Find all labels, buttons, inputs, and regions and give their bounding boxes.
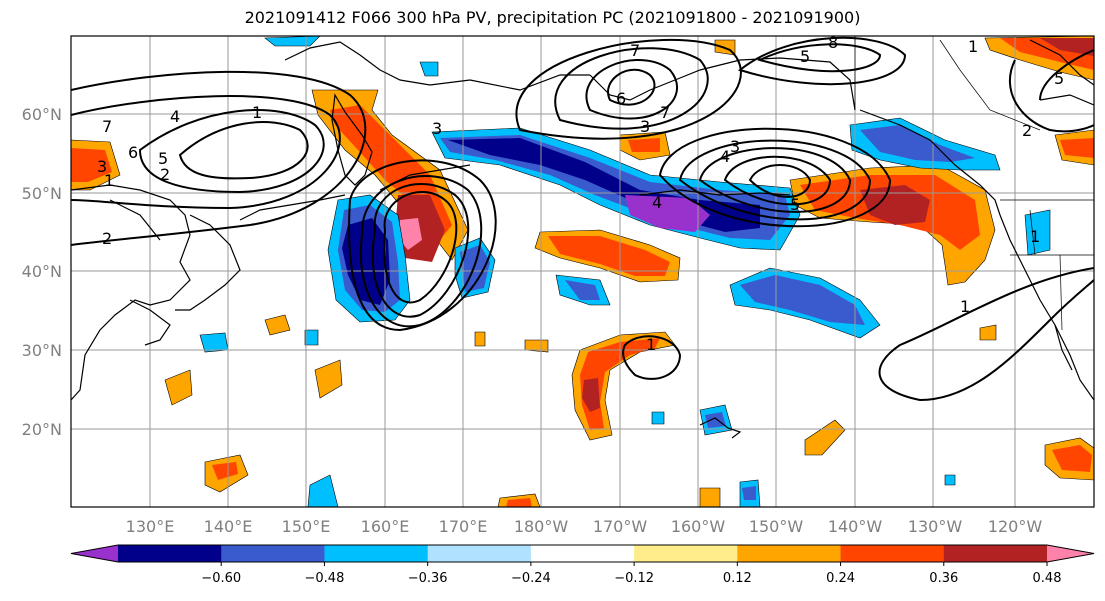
lon-label: 150°W <box>749 517 804 536</box>
map-frame <box>70 35 1095 508</box>
longitude-labels: 130°E 140°E 150°E 160°E 170°E 180°W 170°… <box>126 517 1043 536</box>
svg-text:1: 1 <box>646 335 656 354</box>
colorbar-tick-label: −0.48 <box>305 571 345 586</box>
svg-text:1: 1 <box>252 103 262 122</box>
colorbar <box>70 544 1095 563</box>
svg-text:3: 3 <box>730 137 740 156</box>
svg-text:1: 1 <box>960 297 970 316</box>
colorbar-segment <box>737 545 842 562</box>
lat-label: 20°N <box>22 420 62 439</box>
svg-text:7: 7 <box>630 41 640 60</box>
colorbar-segment <box>324 545 429 562</box>
lat-label: 50°N <box>22 184 62 203</box>
colorbar-segment <box>634 545 738 562</box>
lon-label: 140°W <box>828 517 883 536</box>
svg-text:2: 2 <box>160 165 170 184</box>
svg-text:4: 4 <box>170 107 180 126</box>
svg-text:5: 5 <box>800 47 810 66</box>
colorbar-extend-min <box>71 545 118 562</box>
pv-contours <box>71 36 1094 402</box>
pos-anomaly-peak <box>398 218 422 250</box>
svg-text:5: 5 <box>1054 69 1064 88</box>
lon-label: 160°W <box>671 517 726 536</box>
colorbar-tick-label: 0.24 <box>826 571 855 586</box>
lon-label: 160°E <box>361 517 410 536</box>
svg-text:4: 4 <box>652 193 662 212</box>
contour-labels: 1 2 3 4 5 6 7 1 2 3 4 5 6 7 8 1 2 3 4 5 … <box>97 21 1064 354</box>
lon-label: 130°W <box>908 517 963 536</box>
svg-text:3: 3 <box>640 117 650 136</box>
colorbar-tick-label: −0.12 <box>614 571 654 586</box>
colorbar-segment <box>530 545 635 562</box>
colorbar-segment <box>427 545 532 562</box>
svg-text:5: 5 <box>790 195 800 214</box>
lon-label: 150°E <box>282 517 331 536</box>
svg-text:7: 7 <box>660 103 670 122</box>
svg-text:1: 1 <box>104 171 114 190</box>
latitude-labels: 60°N 50°N 40°N 30°N 20°N <box>22 105 62 439</box>
map-title: 2021091412 F066 300 hPa PV, precipitatio… <box>244 8 861 27</box>
lon-label: 170°W <box>593 517 648 536</box>
colorbar-outline <box>70 544 1095 563</box>
svg-text:3: 3 <box>97 157 107 176</box>
lon-label: 180°W <box>514 517 569 536</box>
lon-label: 170°E <box>439 517 488 536</box>
svg-text:5: 5 <box>158 149 168 168</box>
colorbar-tick-label: −0.36 <box>408 571 448 586</box>
lon-label: 130°E <box>126 517 175 536</box>
svg-text:6: 6 <box>128 143 138 162</box>
precip-shading <box>71 36 1094 507</box>
colorbar-segment <box>943 545 1048 562</box>
lat-label: 60°N <box>22 105 62 124</box>
svg-text:8: 8 <box>828 33 838 52</box>
colorbar-segment <box>840 545 945 562</box>
graticule <box>71 36 1094 507</box>
colorbar-segment <box>118 545 222 562</box>
svg-text:1: 1 <box>968 37 978 56</box>
lon-label: 140°E <box>204 517 253 536</box>
svg-text:2: 2 <box>1022 121 1032 140</box>
svg-text:6: 6 <box>616 89 626 108</box>
colorbar-tick-label: 0.48 <box>1033 571 1062 586</box>
colorbar-ticks: −0.60 −0.48 −0.36 −0.24 −0.12 0.12 0.24 0.36 0.4… <box>201 562 1062 586</box>
colorbar-tick-label: −0.60 <box>201 571 241 586</box>
svg-text:2: 2 <box>1050 21 1060 40</box>
lat-label: 30°N <box>22 341 62 360</box>
svg-text:4: 4 <box>720 147 730 166</box>
coastlines <box>71 39 1094 439</box>
colorbar-tick-label: −0.24 <box>511 571 551 586</box>
lat-label: 40°N <box>22 262 62 281</box>
svg-text:7: 7 <box>102 117 112 136</box>
political-borders <box>854 36 1094 331</box>
neg-anomaly-min <box>625 195 710 232</box>
svg-text:1: 1 <box>1030 227 1040 246</box>
lon-label: 120°W <box>988 517 1043 536</box>
map-panel: 1 2 3 4 5 6 7 1 2 3 4 5 6 7 8 1 2 3 4 5 … <box>71 21 1094 507</box>
colorbar-segment <box>221 545 325 562</box>
colorbar-extend-max <box>1047 545 1094 562</box>
colorbar-tick-label: 0.12 <box>723 571 752 586</box>
colorbar-tick-label: 0.36 <box>929 571 958 586</box>
svg-text:3: 3 <box>432 119 442 138</box>
svg-text:2: 2 <box>102 229 112 248</box>
